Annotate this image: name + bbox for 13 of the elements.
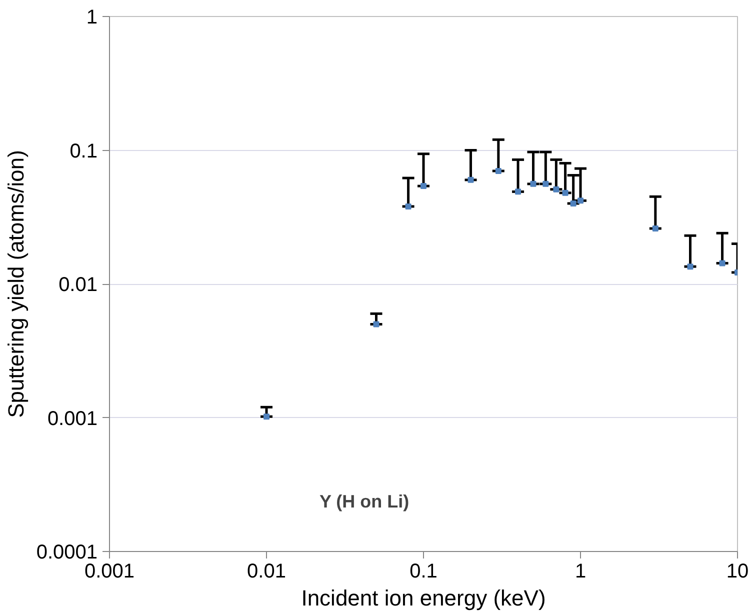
- x-axis-title: Incident ion energy (keV): [301, 586, 546, 610]
- y-tick-label: 0.1: [70, 140, 98, 162]
- x-tick-label: 0.01: [247, 560, 286, 582]
- x-tick-label: 1: [574, 560, 586, 582]
- y-tick-label: 0.001: [47, 408, 98, 430]
- x-tick-label: 0.1: [410, 560, 438, 582]
- y-axis-title: Sputtering yield (atoms/ion): [3, 150, 28, 418]
- x-tick-label: 10: [726, 560, 749, 582]
- y-tick-label: 0.0001: [36, 542, 98, 564]
- x-tick-label: 0.001: [84, 560, 135, 582]
- y-tick-label: 1: [86, 6, 98, 28]
- y-tick-label: 0.01: [58, 274, 98, 296]
- annotation: Y (H on Li): [320, 492, 410, 512]
